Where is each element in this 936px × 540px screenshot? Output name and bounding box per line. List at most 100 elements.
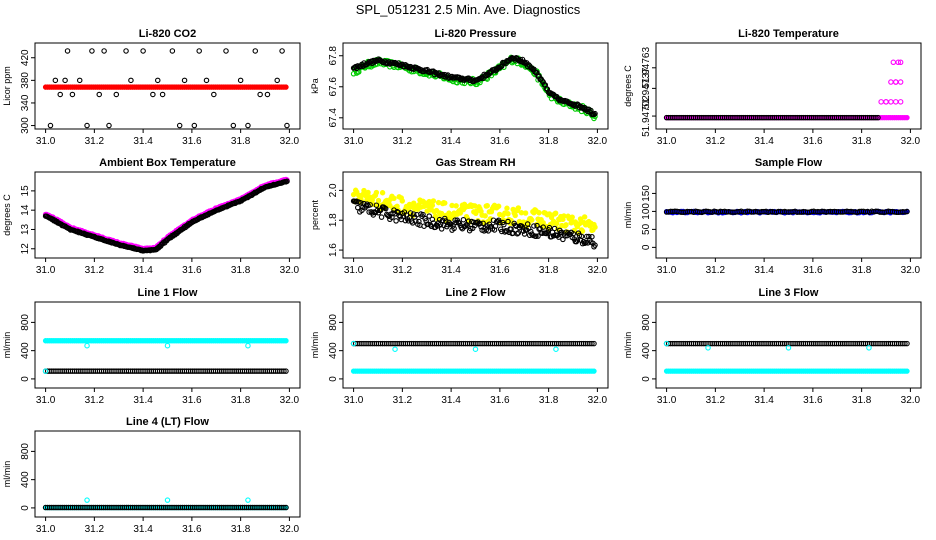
data-point [69, 91, 76, 98]
y-axis-label: ml/min [623, 332, 633, 359]
data-point [477, 220, 483, 227]
y-tick-label: 340 [20, 94, 31, 111]
data-point [462, 223, 469, 229]
data-point [84, 122, 90, 129]
data-point [391, 195, 397, 202]
data-point [553, 346, 559, 352]
y-tick-label: 400 [20, 471, 31, 488]
series-raw [663, 368, 910, 374]
data-points [42, 338, 289, 374]
y-tick-label: 67.4 [328, 108, 339, 128]
figure-title: SPL_051231 2.5 Min. Ave. Diagnostics [356, 2, 581, 17]
series-avg [47, 48, 290, 129]
panel-li-820-pressure: Li-820 Pressure 31.0 31.2 31.4 31.6 31.8 32.0 6… [310, 28, 609, 147]
data-point [515, 230, 522, 236]
series-raw [350, 187, 598, 237]
panel-sample-flow: Sample Flow 31.0 31.2 31.4 31.6 31.8 32.0 0 50 10… [623, 157, 922, 276]
data-point [284, 122, 290, 129]
data-point [442, 200, 448, 206]
data-point [378, 214, 385, 220]
data-point [64, 48, 71, 54]
x-tick-label: 31.0 [657, 265, 677, 276]
x-tick-label: 31.2 [393, 265, 413, 276]
x-tick-label: 31.0 [344, 265, 364, 276]
data-point [164, 497, 171, 503]
data-points [663, 208, 910, 216]
y-tick-label: 2.0 [328, 183, 339, 197]
plot-frame [655, 42, 922, 130]
y-axis-label: Licor ppm [2, 66, 12, 106]
x-tick-label: 31.8 [231, 524, 251, 535]
data-point [76, 77, 83, 84]
x-tick-label: 31.4 [754, 265, 774, 276]
series-raw [42, 338, 289, 344]
data-point [450, 223, 456, 229]
series-avg [350, 198, 598, 250]
data-point [888, 79, 894, 85]
data-point [515, 205, 522, 211]
data-points [663, 59, 910, 121]
data-point [405, 218, 412, 224]
series-raw [350, 368, 597, 374]
x-tick-label: 31.0 [36, 395, 56, 406]
panel-title: Line 2 Flow [446, 287, 506, 299]
data-points [350, 54, 598, 122]
panel-ambient-box-temperature: Ambient Box Temperature 31.0 31.2 31.4 31.6 3… [2, 157, 301, 276]
panel-title: Line 4 (LT) Flow [126, 416, 209, 428]
data-point [504, 205, 510, 211]
series-spikes [878, 59, 904, 105]
data-point [785, 345, 792, 351]
plot-frame [342, 42, 609, 130]
data-point [426, 213, 432, 219]
data-point [563, 222, 569, 228]
data-point [505, 218, 511, 225]
data-point [897, 99, 904, 105]
y-tick-label: 13 [20, 223, 31, 235]
series-avg [663, 114, 881, 121]
data-point [279, 48, 285, 54]
y-tick-label: 12 [20, 243, 31, 255]
data-point [392, 346, 398, 352]
x-tick-label: 31.4 [133, 524, 153, 535]
data-point [553, 220, 560, 227]
data-point [169, 48, 176, 54]
x-tick-label: 31.4 [133, 265, 153, 276]
x-tick-label: 31.8 [231, 265, 251, 276]
data-point [472, 346, 479, 352]
data-points [350, 187, 598, 250]
panel-line-3-flow: Line 3 Flow 31.0 31.2 31.4 31.6 31.8 32.0 0 400 8… [623, 287, 922, 406]
data-point [544, 86, 551, 92]
data-point [478, 75, 484, 82]
data-points [350, 340, 597, 374]
x-tick-label: 31.2 [706, 265, 726, 276]
panel-line-4-lt-flow: Line 4 (LT) Flow 31.0 31.2 31.4 31.6 31.8 32.0… [2, 416, 301, 535]
y-tick-label: 0 [641, 244, 652, 250]
x-tick-label: 31.4 [441, 265, 461, 276]
data-point [529, 217, 535, 223]
data-point [429, 202, 436, 209]
data-point [482, 213, 488, 219]
data-point [257, 91, 263, 98]
x-tick-label: 31.0 [344, 136, 364, 147]
x-tick-label: 31.0 [344, 395, 364, 406]
y-tick-label: 15 [20, 185, 31, 197]
series-dips [663, 340, 872, 351]
x-tick-label: 31.4 [133, 136, 153, 147]
data-point [540, 224, 546, 230]
data-point [106, 122, 112, 129]
panel-li-820-temperature: Li-820 Temperature 31.0 31.2 31.4 31.6 31.8 32… [623, 28, 922, 147]
data-point [705, 345, 711, 351]
x-tick-label: 32.0 [280, 136, 300, 147]
data-point [591, 368, 597, 374]
data-point [62, 77, 68, 84]
data-point [512, 222, 518, 229]
y-axis-label: ml/min [623, 202, 633, 229]
data-point [113, 91, 120, 98]
data-point [359, 207, 365, 214]
data-point [663, 340, 670, 347]
x-tick-label: 31.4 [754, 136, 774, 147]
data-point [203, 77, 210, 84]
data-point [128, 77, 134, 84]
x-tick-label: 31.0 [36, 136, 56, 147]
y-axis-label: degrees C [2, 194, 12, 236]
